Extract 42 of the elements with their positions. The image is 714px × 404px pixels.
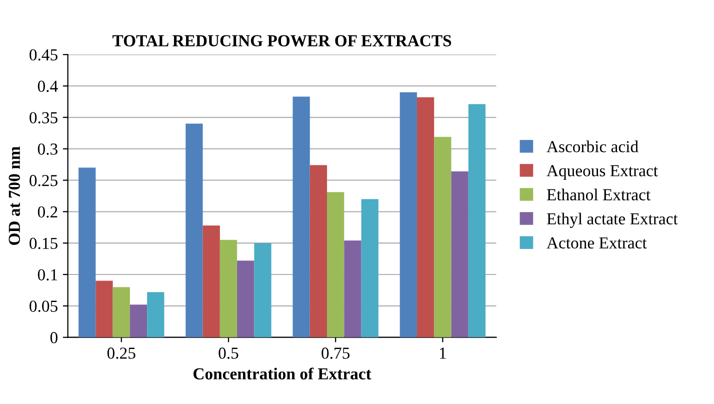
x-tick-label: 0.75 bbox=[322, 348, 350, 359]
bar bbox=[344, 240, 362, 338]
y-tick-label: 0.2 bbox=[38, 206, 58, 218]
bar bbox=[78, 168, 96, 338]
y-tick-label: 0.3 bbox=[38, 144, 58, 155]
bar bbox=[451, 171, 468, 338]
bar bbox=[220, 240, 238, 338]
bar bbox=[186, 124, 203, 338]
x-axis-title: Concentration of Extract bbox=[194, 368, 372, 380]
x-tick-label: 0.5 bbox=[218, 348, 238, 359]
bar bbox=[202, 225, 220, 338]
bar bbox=[237, 260, 254, 338]
y-axis-title: OD at 700 nm bbox=[8, 146, 20, 245]
bar bbox=[112, 287, 130, 338]
legend-label: Ethanol Extract bbox=[546, 188, 650, 200]
bar bbox=[310, 165, 328, 338]
bar bbox=[254, 243, 272, 338]
bar bbox=[468, 104, 486, 338]
y-tick-label: 0.15 bbox=[30, 238, 58, 250]
bar bbox=[361, 199, 378, 338]
bar bbox=[400, 92, 417, 338]
bar bbox=[434, 136, 452, 338]
y-tick-label: 0.45 bbox=[30, 49, 58, 61]
y-tick-label: 0.1 bbox=[38, 269, 58, 281]
bar bbox=[96, 280, 113, 338]
legend-label: Ethyl actate Extract bbox=[546, 212, 678, 228]
bar bbox=[130, 304, 148, 338]
bar bbox=[327, 192, 344, 338]
y-tick-label: 0.35 bbox=[30, 112, 58, 124]
legend-label: Ascorbic acid bbox=[546, 140, 638, 152]
x-tick-label: 1 bbox=[440, 348, 446, 359]
bar bbox=[147, 292, 164, 338]
y-tick-label: 0.4 bbox=[38, 80, 58, 92]
legend-label: Aqueous Extract bbox=[546, 165, 658, 180]
legend-label: Actone Extract bbox=[546, 237, 647, 249]
bar bbox=[416, 97, 434, 338]
y-tick-label: 0.25 bbox=[30, 174, 58, 186]
bar bbox=[292, 96, 310, 338]
x-tick-label: 0.25 bbox=[107, 348, 136, 359]
y-tick-label: 0 bbox=[50, 332, 58, 344]
y-tick-label: 0.05 bbox=[30, 300, 58, 312]
chart-title: TOTAL REDUCING POWER OF EXTRACTS bbox=[112, 35, 452, 46]
